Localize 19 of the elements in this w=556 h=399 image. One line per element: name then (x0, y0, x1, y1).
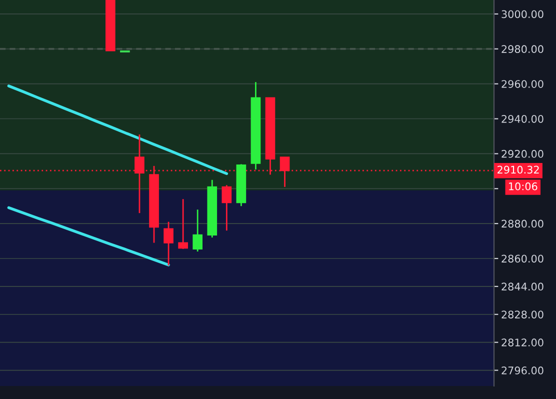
text: 10:06 (509, 182, 538, 190)
y-tick-label: 2940.00 (502, 114, 544, 123)
ref-line-label: 2910.32 (498, 166, 539, 174)
y-tick-label: 2812.00 (502, 338, 544, 346)
y-tick-label: 2860.00 (502, 254, 544, 263)
y-tick-label: 2980.00 (502, 45, 544, 54)
y-tick-label: 2844.00 (502, 282, 544, 291)
candlestick (192, 208, 203, 252)
y-tick-label: 2796.00 (502, 366, 544, 374)
y-tick-label: 2880.00 (502, 220, 544, 228)
candlestick (178, 198, 188, 250)
y-tick-label: 2960.00 (502, 80, 544, 88)
line-series (7, 206, 170, 266)
candlestick (222, 184, 232, 232)
y-tick-label: 2920.00 (502, 150, 544, 158)
y-tick-label: 2828.00 (502, 310, 544, 318)
line-series (7, 84, 228, 176)
candlestick (164, 221, 174, 266)
y-tick-label: 3000.00 (502, 10, 544, 18)
